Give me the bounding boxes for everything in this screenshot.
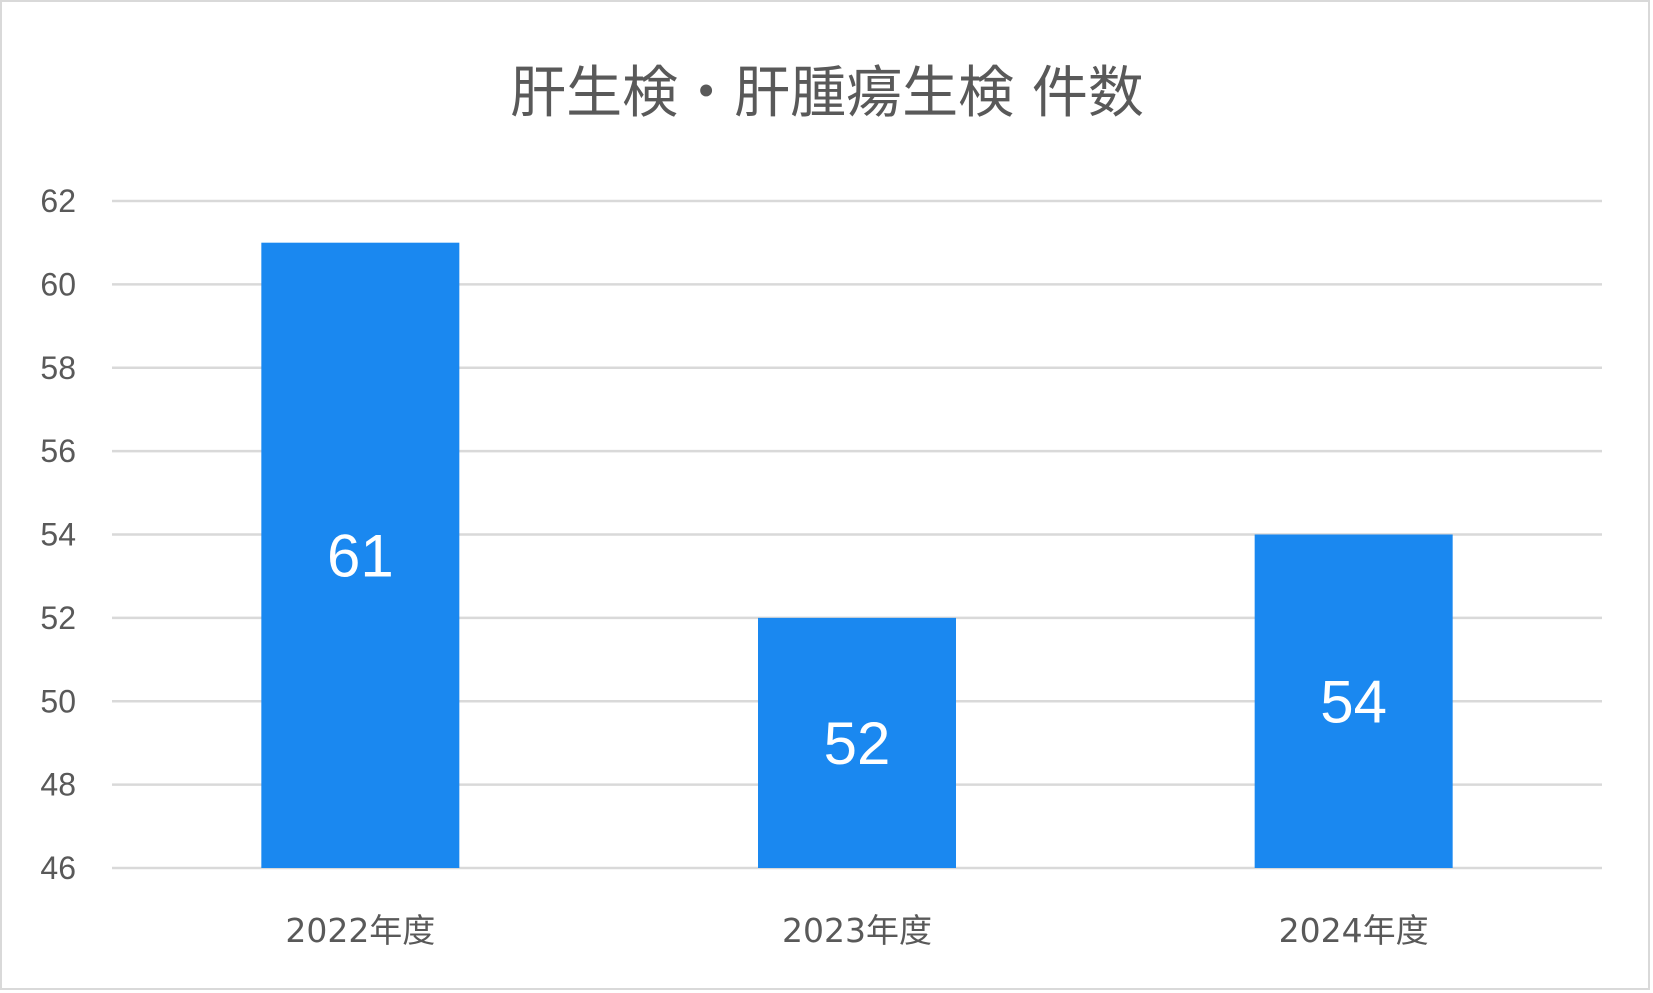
x-category-label: 2024年度 [1279, 911, 1429, 950]
x-category-label: 2022年度 [285, 911, 435, 950]
bar [1254, 534, 1453, 868]
x-axis-categories: 2022年度 2023年度 2024年度 [285, 911, 1428, 950]
chart-title: 肝生検・肝腫瘍生検 件数 [510, 61, 1144, 126]
bar [261, 242, 460, 868]
y-tick-label: 60 [40, 266, 76, 302]
data-label: 61 [327, 522, 394, 589]
data-label: 52 [824, 710, 891, 777]
data-labels: 61 52 54 [327, 522, 1387, 777]
y-tick-label: 52 [40, 600, 76, 636]
x-category-label: 2023年度 [782, 911, 932, 950]
y-tick-label: 50 [40, 683, 76, 719]
y-tick-label: 56 [40, 433, 76, 469]
bars [261, 242, 1453, 868]
y-tick-label: 54 [40, 517, 76, 553]
y-tick-label: 48 [40, 767, 76, 803]
data-label: 54 [1320, 668, 1387, 735]
y-tick-label: 58 [40, 350, 76, 386]
bar [758, 617, 956, 868]
y-tick-label: 62 [40, 183, 76, 219]
y-axis-ticks: 46 48 50 52 54 56 58 60 62 [40, 183, 76, 886]
y-tick-label: 46 [40, 850, 76, 886]
